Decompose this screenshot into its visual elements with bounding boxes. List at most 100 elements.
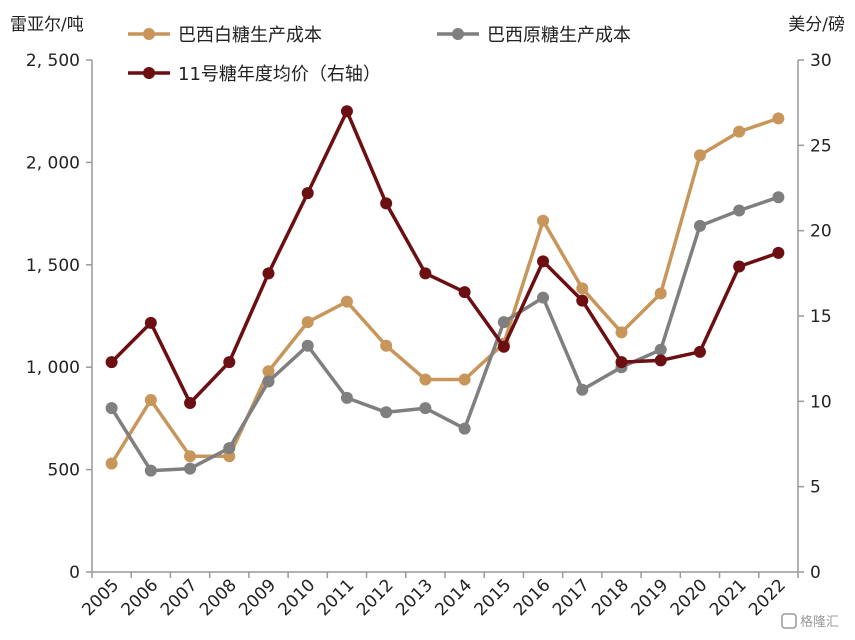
data-point <box>497 316 510 329</box>
data-point <box>419 373 432 386</box>
data-point <box>654 354 667 367</box>
data-point <box>693 219 706 232</box>
data-point <box>693 149 706 162</box>
data-point <box>301 339 314 352</box>
y-left-tick-label: 500 <box>48 461 80 481</box>
y-right-tick-label: 15 <box>810 307 832 327</box>
data-point <box>223 442 236 455</box>
data-point <box>380 406 393 419</box>
x-tick-label: 2021 <box>706 575 751 620</box>
series-line <box>110 195 779 473</box>
data-point <box>615 326 628 339</box>
x-tick-label: 2018 <box>588 575 633 620</box>
data-point <box>615 356 628 369</box>
data-point <box>380 197 393 210</box>
y-right-tick-label: 10 <box>810 392 832 412</box>
data-point <box>105 356 118 369</box>
y-left-ticks: 0 500 1, 000 1, 500 2, 000 2, 500 <box>26 51 92 583</box>
data-point <box>301 316 314 329</box>
data-point <box>458 286 471 299</box>
y-right-axis-label: 美分/磅 <box>788 15 845 35</box>
data-point <box>184 397 197 410</box>
watermark-logo-icon <box>781 613 797 629</box>
data-point <box>144 393 157 406</box>
series-line <box>110 116 779 465</box>
legend-item-white-sugar-cost: 巴西白糖生产成本 <box>128 25 322 46</box>
data-point <box>340 391 353 404</box>
y-right-tick-label: 0 <box>810 563 821 583</box>
data-point <box>144 464 157 477</box>
legend-label-white-sugar-cost: 巴西白糖生产成本 <box>178 25 322 46</box>
x-tick-label: 2008 <box>196 575 241 620</box>
series-1 <box>105 191 785 477</box>
data-point <box>262 365 275 378</box>
data-point <box>184 462 197 475</box>
data-point <box>105 457 118 470</box>
y-right-ticks: 0 5 10 15 20 25 30 <box>798 51 832 583</box>
data-point <box>654 287 667 300</box>
data-point <box>733 260 746 273</box>
watermark: 格隆汇 <box>781 613 839 630</box>
series-line <box>110 109 779 405</box>
y-left-axis-label: 雷亚尔/吨 <box>10 15 84 35</box>
x-tick-label: 2010 <box>275 575 320 620</box>
data-point <box>693 345 706 358</box>
data-point <box>772 191 785 204</box>
legend: 巴西白糖生产成本 巴西原糖生产成本 11号糖年度均价（右轴） <box>128 25 631 85</box>
data-point <box>184 450 197 463</box>
x-tick-label: 2019 <box>628 575 673 620</box>
data-point <box>458 422 471 435</box>
series-0 <box>105 112 785 470</box>
data-point <box>654 343 667 356</box>
data-point <box>537 291 550 304</box>
data-point <box>497 340 510 353</box>
watermark-text: 格隆汇 <box>800 614 839 630</box>
data-point <box>576 282 589 295</box>
x-tick-label: 2005 <box>78 575 123 620</box>
series-2 <box>105 105 785 410</box>
x-tick-label: 2017 <box>549 575 594 620</box>
data-point <box>340 295 353 308</box>
y-right-tick-label: 20 <box>810 222 832 242</box>
x-tick-label: 2011 <box>314 575 359 620</box>
data-point <box>458 373 471 386</box>
y-left-tick-label: 2, 000 <box>26 153 80 173</box>
data-point <box>537 255 550 268</box>
x-tick-label: 2009 <box>235 575 280 620</box>
data-point <box>340 105 353 118</box>
y-left-tick-label: 2, 500 <box>26 51 80 71</box>
data-point <box>537 214 550 227</box>
data-point <box>772 246 785 259</box>
y-left-tick-label: 0 <box>69 563 80 583</box>
series-layer <box>105 105 785 477</box>
data-point <box>576 383 589 396</box>
x-tick-label: 2014 <box>431 575 476 620</box>
legend-item-no11-price: 11号糖年度均价（右轴） <box>128 64 381 85</box>
x-tick-label: 2013 <box>392 575 437 620</box>
x-ticks: 2005200620072008200920102011201220132014… <box>78 572 799 620</box>
data-point <box>733 204 746 217</box>
y-left-tick-label: 1, 000 <box>26 358 80 378</box>
data-point <box>576 294 589 307</box>
x-tick-label: 2020 <box>667 575 712 620</box>
data-point <box>105 402 118 415</box>
data-point <box>380 339 393 352</box>
data-point <box>301 187 314 200</box>
x-tick-label: 2016 <box>510 575 555 620</box>
legend-item-raw-sugar-cost: 巴西原糖生产成本 <box>437 25 631 46</box>
y-left-tick-label: 1, 500 <box>26 256 80 276</box>
data-point <box>223 356 236 369</box>
data-point <box>144 316 157 329</box>
data-point <box>419 402 432 415</box>
x-tick-label: 2012 <box>353 575 398 620</box>
data-point <box>262 267 275 280</box>
y-right-tick-label: 5 <box>810 478 821 498</box>
data-point <box>733 125 746 138</box>
x-tick-label: 2006 <box>118 575 163 620</box>
x-tick-label: 2007 <box>157 575 202 620</box>
x-tick-label: 2015 <box>471 575 516 620</box>
y-right-tick-label: 30 <box>810 51 832 71</box>
data-point <box>262 375 275 388</box>
x-tick-label: 2022 <box>745 575 790 620</box>
